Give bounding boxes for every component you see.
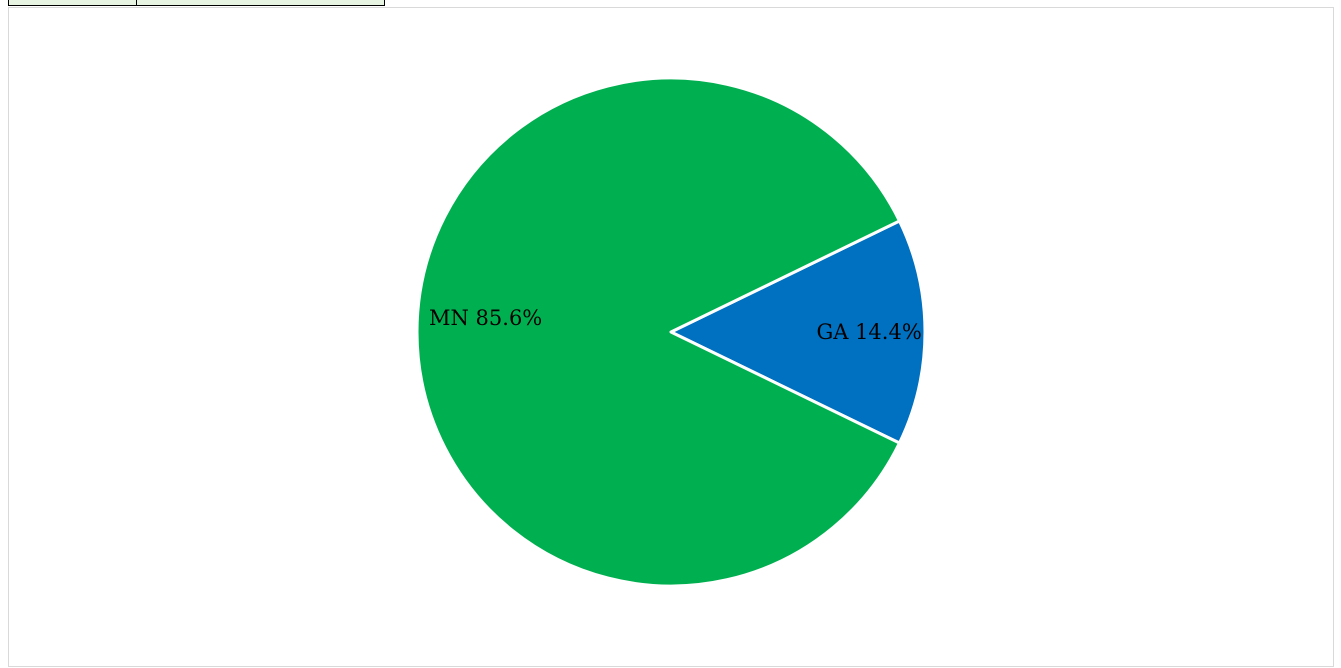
- chart-area[interactable]: GA 14.4% MN 85.6%: [8, 7, 1334, 667]
- pie-chart: GA 14.4% MN 85.6%: [415, 76, 927, 588]
- data-label-ga: GA 14.4%: [816, 320, 921, 344]
- cell-divider: [136, 0, 137, 5]
- pie-slice-mn[interactable]: [415, 76, 901, 588]
- spreadsheet-cell-strip: [8, 0, 385, 6]
- data-label-mn: MN 85.6%: [429, 306, 542, 330]
- pie-slice-ga[interactable]: [669, 219, 927, 445]
